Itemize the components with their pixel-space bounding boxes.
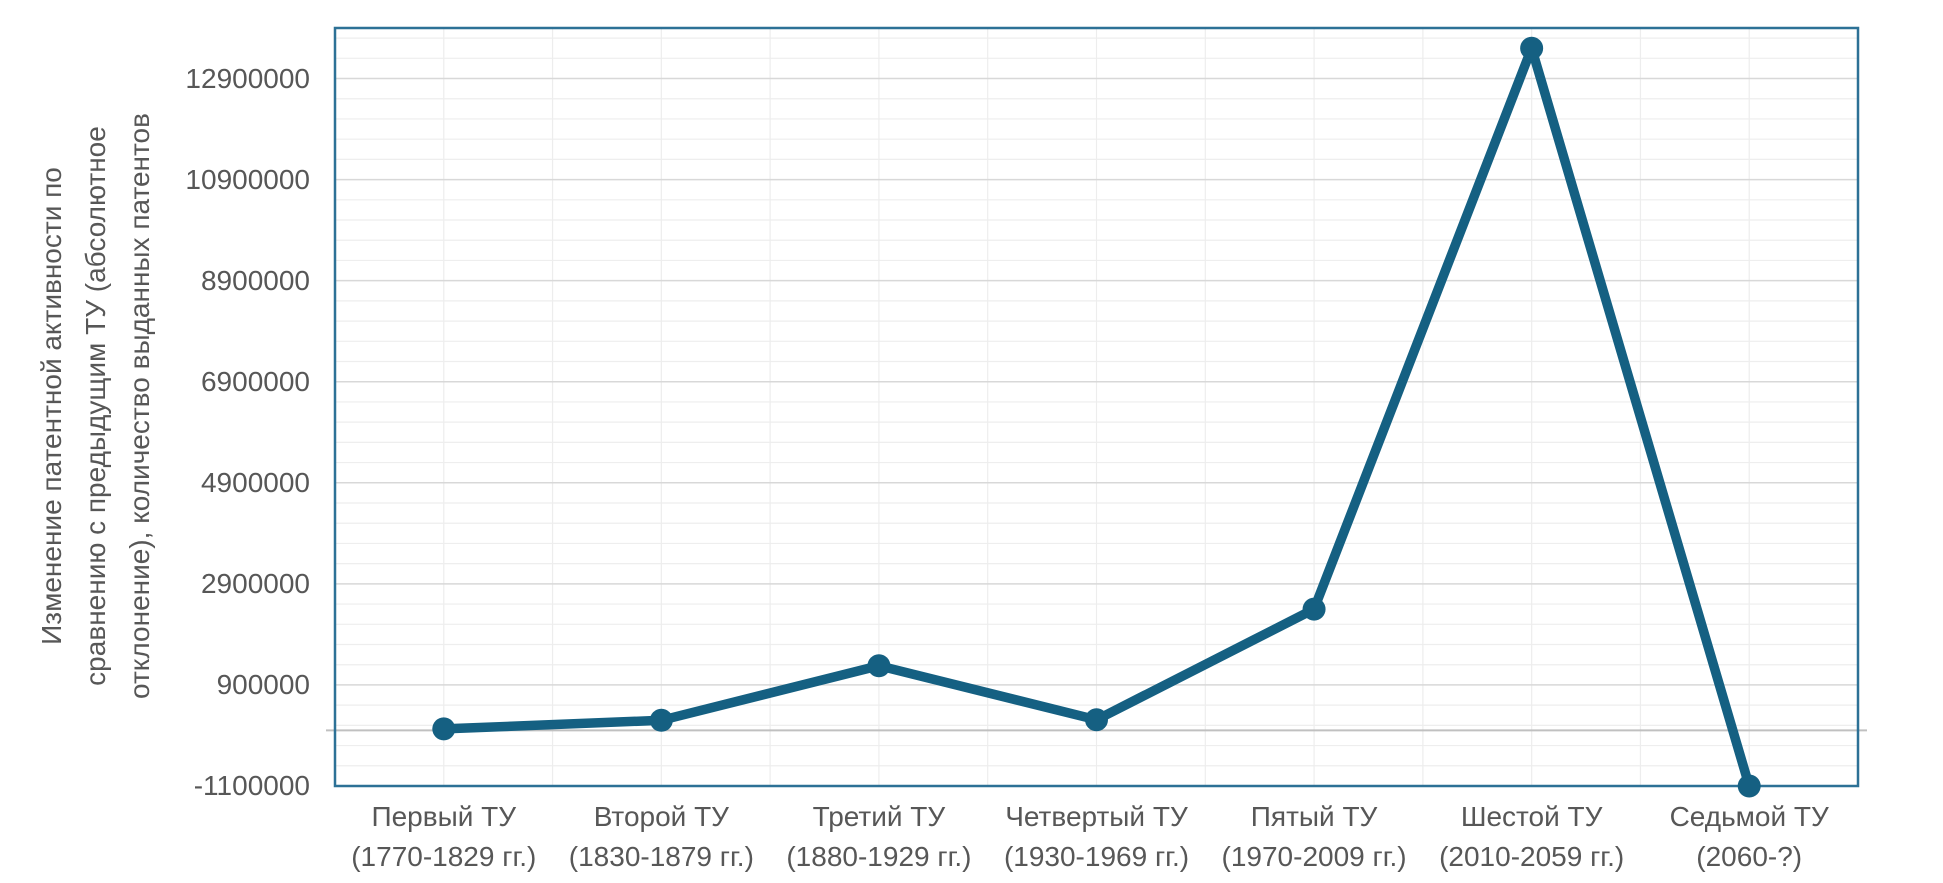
x-category-name: Второй ТУ	[593, 801, 729, 832]
x-category-name: Четвертый ТУ	[1005, 801, 1188, 832]
x-category-label: Третий ТУ (1880-1929 гг.)	[749, 797, 1009, 877]
y-tick-label: 6900000	[200, 365, 310, 397]
y-tick-label: 8900000	[200, 264, 310, 296]
x-category-period: (1770-1829 гг.)	[351, 841, 537, 872]
data-point-marker	[1302, 597, 1326, 621]
data-point-marker	[1737, 774, 1761, 798]
x-category-name: Пятый ТУ	[1250, 801, 1378, 832]
x-category-label: Первый ТУ (1770-1829 гг.)	[314, 797, 574, 877]
x-category-label: Седьмой ТУ (2060-?)	[1619, 797, 1879, 877]
x-category-label: Четвертый ТУ (1930-1969 гг.)	[967, 797, 1227, 877]
data-point-marker	[649, 708, 673, 732]
x-category-period: (2060-?)	[1696, 841, 1803, 872]
x-category-name: Шестой ТУ	[1460, 801, 1603, 832]
x-category-label: Пятый ТУ (1970-2009 гг.)	[1184, 797, 1444, 877]
x-category-label: Шестой ТУ (2010-2059 гг.)	[1402, 797, 1662, 877]
y-tick-label: 900000	[216, 668, 310, 700]
plot-border	[333, 26, 1860, 788]
x-category-label: Второй ТУ (1830-1879 гг.)	[531, 797, 791, 877]
x-category-name: Седьмой ТУ	[1669, 801, 1829, 832]
x-category-period: (1970-2009 гг.)	[1221, 841, 1407, 872]
data-point-marker	[1085, 708, 1108, 732]
y-axis-title-line-1: Изменение патентной активности по	[36, 167, 67, 645]
data-point-marker	[432, 717, 456, 741]
data-point-marker	[1520, 36, 1544, 60]
y-tick-label: -1100000	[193, 770, 310, 801]
y-tick-label: 2900000	[200, 567, 310, 599]
y-tick-label: 4900000	[200, 466, 310, 498]
x-category-period: (1830-1879 гг.)	[568, 841, 754, 872]
data-point-marker	[867, 654, 891, 678]
y-tick-label: 10900000	[185, 163, 310, 195]
x-category-period: (2010-2059 гг.)	[1439, 841, 1625, 872]
x-category-name: Первый ТУ	[371, 801, 517, 832]
y-tick-label: 12900000	[185, 62, 310, 94]
x-category-period: (1930-1969 гг.)	[1003, 841, 1190, 872]
x-category-name: Третий ТУ	[812, 801, 946, 832]
x-category-period: (1880-1929 гг.)	[786, 841, 972, 872]
